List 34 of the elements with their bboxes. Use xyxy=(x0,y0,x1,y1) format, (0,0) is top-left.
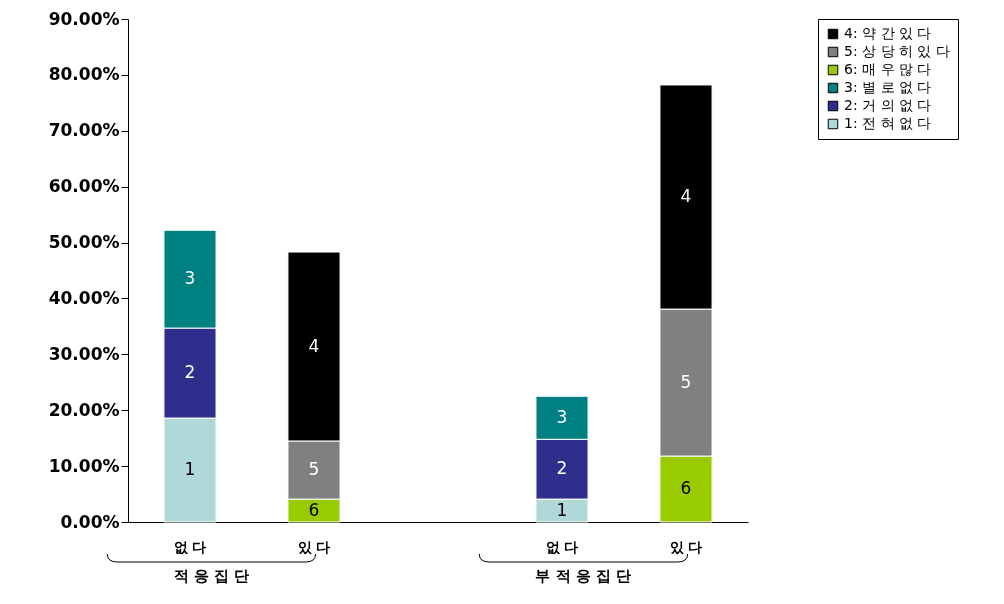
x-tick-label: 있 다 xyxy=(669,538,703,555)
annotation: 4 xyxy=(680,186,692,207)
annotation: 1 xyxy=(184,459,196,480)
y-tick-label: 60.00% xyxy=(48,176,120,197)
y-tick-label: 50.00% xyxy=(48,232,120,253)
annotation: 3 xyxy=(184,268,196,289)
text: 부 적 응 집 단 xyxy=(535,567,632,585)
y-tick-label: 20.00% xyxy=(48,399,120,420)
annotation: 1 xyxy=(556,499,568,520)
legend-label: 1: 전 혀 없 다 xyxy=(844,115,932,131)
annotation: 6 xyxy=(308,499,320,520)
legend-label: 6: 매 우 많 다 xyxy=(844,61,932,77)
annotation: 2 xyxy=(184,362,196,383)
y-tick-label: 90.00% xyxy=(48,8,120,29)
y-tick-label: 30.00% xyxy=(48,343,120,364)
legend-label: 4: 약 간 있 다 xyxy=(844,25,932,41)
annotation: 4 xyxy=(308,335,320,356)
legend-label: 5: 상 당 히 있 다 xyxy=(844,43,950,59)
y-tick-label: 0.00% xyxy=(60,511,120,532)
y-tick-label: 70.00% xyxy=(48,120,120,141)
annotation: 3 xyxy=(556,406,568,427)
y-tick-label: 10.00% xyxy=(48,455,120,476)
x-tick-label: 있 다 xyxy=(297,538,331,555)
x-tick-label: 없 다 xyxy=(173,538,207,555)
text: 적 응 집 단 xyxy=(173,567,250,585)
y-tick-label: 40.00% xyxy=(48,287,120,308)
annotation: 2 xyxy=(556,458,568,479)
y-tick-label: 80.00% xyxy=(48,64,120,85)
x-tick-label: 없 다 xyxy=(545,538,579,555)
legend-label: 2: 거 의 없 다 xyxy=(844,97,932,113)
annotation: 6 xyxy=(680,478,692,499)
annotation: 5 xyxy=(308,459,320,480)
annotation: 5 xyxy=(680,371,692,392)
legend-label: 3: 별 로 없 다 xyxy=(844,79,932,95)
